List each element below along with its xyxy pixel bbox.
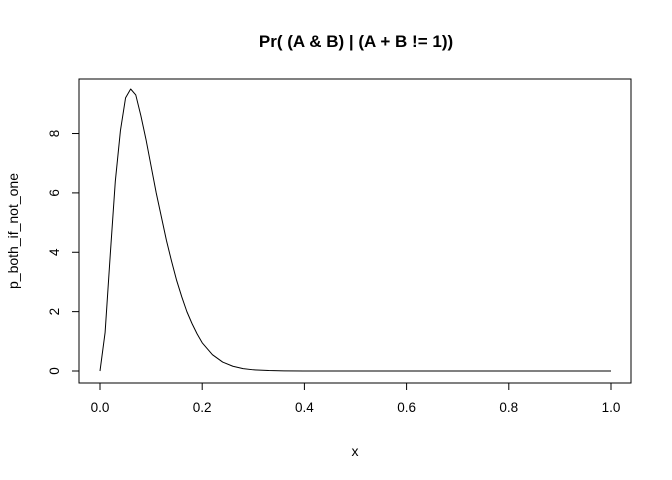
x-tick-label: 1.0	[602, 400, 621, 415]
chart-title: Pr( (A & B) | (A + B != 1))	[259, 32, 453, 51]
y-tick-label: 2	[47, 308, 62, 316]
y-tick-label: 0	[47, 367, 62, 375]
x-tick-label: 0.6	[397, 400, 416, 415]
x-axis-label: x	[352, 443, 359, 459]
y-tick-label: 6	[47, 189, 62, 197]
y-tick-label: 8	[47, 130, 62, 138]
y-axis: 0 2 4 6 8	[47, 130, 80, 375]
x-tick-label: 0.0	[91, 400, 110, 415]
y-axis-label: p_both_if_not_one	[5, 173, 21, 289]
x-tick-label: 0.8	[499, 400, 518, 415]
x-tick-label: 0.2	[193, 400, 212, 415]
y-tick-label: 4	[47, 248, 62, 256]
x-axis: 0.0 0.2 0.4 0.6 0.8 1.0	[91, 382, 621, 415]
x-tick-label: 0.4	[295, 400, 314, 415]
plot-frame	[78, 78, 632, 384]
series-layer	[99, 88, 611, 372]
series-line	[99, 88, 611, 372]
